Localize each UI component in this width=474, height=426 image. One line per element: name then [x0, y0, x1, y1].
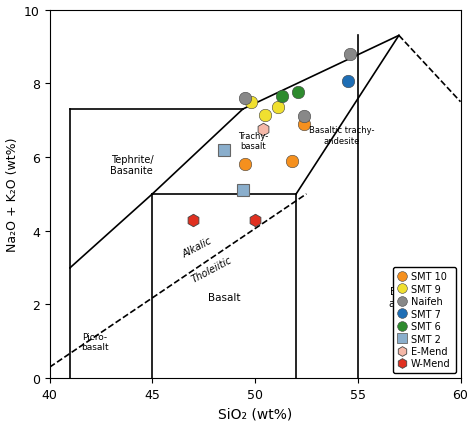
Text: Basaltic trachy-
andesite: Basaltic trachy- andesite: [309, 126, 374, 145]
Text: Basaltic
andesite: Basaltic andesite: [388, 287, 430, 308]
Text: Basalt: Basalt: [208, 292, 240, 302]
X-axis label: SiO₂ (wt%): SiO₂ (wt%): [218, 406, 292, 420]
Text: Tholeiitic: Tholeiitic: [190, 255, 234, 285]
Legend: SMT 10, SMT 9, Naifeh, SMT 7, SMT 6, SMT 2, E-Mend, W-Mend: SMT 10, SMT 9, Naifeh, SMT 7, SMT 6, SMT…: [392, 267, 456, 374]
Text: Trachy-
basalt: Trachy- basalt: [238, 131, 268, 151]
Text: Picro-
basalt: Picro- basalt: [81, 332, 109, 351]
Y-axis label: Na₂O + K₂O (wt%): Na₂O + K₂O (wt%): [6, 137, 18, 251]
Text: Tephrite/
Basanite: Tephrite/ Basanite: [110, 154, 153, 176]
Text: Alkalic: Alkalic: [181, 236, 214, 259]
